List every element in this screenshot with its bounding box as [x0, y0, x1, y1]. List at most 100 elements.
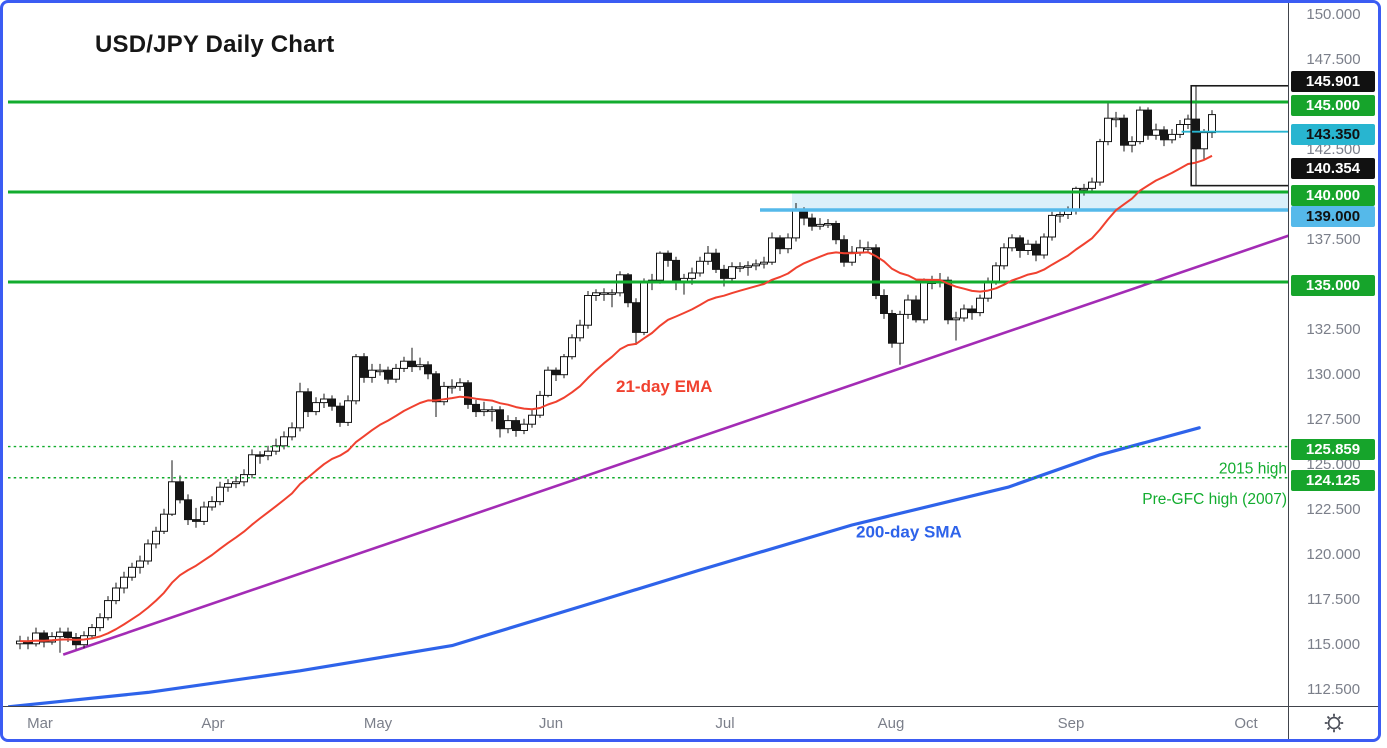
candle-body: [744, 265, 752, 268]
candle: [1136, 106, 1144, 145]
time-axis[interactable]: Mar Apr May Jun Jul Aug Sep Oct: [3, 706, 1295, 739]
time-tick-label-Apr: Apr: [201, 715, 225, 732]
candle-body: [408, 360, 416, 368]
candle-body: [1008, 237, 1016, 249]
candle-body: [176, 481, 184, 501]
chart-canvas[interactable]: 2015 high Pre-GFC high (2007) 21-day EMA 20…: [3, 3, 1381, 742]
candle-body: [88, 627, 96, 637]
candlestick-series[interactable]: [16, 85, 1216, 653]
candle: [664, 250, 672, 267]
time-tick-label-Sep: Sep: [1057, 715, 1085, 732]
candle: [72, 633, 80, 650]
candle-body: [480, 409, 488, 413]
candle: [1080, 183, 1088, 196]
candle-body: [296, 391, 304, 429]
axis-settings-gear-icon[interactable]: [1323, 712, 1345, 734]
candle: [640, 278, 648, 336]
candle-body: [440, 385, 448, 403]
candle: [1120, 114, 1128, 152]
candle-body: [808, 217, 816, 227]
candle: [368, 363, 376, 383]
candle: [216, 481, 224, 506]
candle-body: [880, 295, 888, 314]
candle-body: [424, 364, 432, 375]
supply-zone[interactable]: [792, 192, 1295, 210]
candle-body: [168, 481, 176, 515]
candle-body: [536, 394, 544, 416]
price-tick-label: 142.500: [1306, 141, 1361, 158]
sma-path[interactable]: [8, 426, 1201, 708]
candle-body: [384, 369, 392, 380]
candle-body: [888, 313, 896, 344]
candle: [488, 406, 496, 422]
candle: [16, 635, 24, 650]
candle: [136, 555, 144, 574]
candle: [376, 363, 384, 376]
candle-body: [872, 247, 880, 297]
candle: [176, 475, 184, 504]
candle: [256, 451, 264, 464]
candle-body: [800, 210, 808, 219]
candle-body: [448, 385, 456, 389]
candle: [824, 219, 832, 228]
candle-body: [280, 436, 288, 447]
candle: [344, 395, 352, 426]
candle: [224, 479, 232, 492]
candle-body: [920, 281, 928, 321]
candle-body: [160, 513, 168, 532]
trendline[interactable]: [62, 232, 1295, 656]
candle-body: [248, 454, 256, 476]
sma-line[interactable]: [8, 426, 1201, 708]
candle-body: [704, 252, 712, 262]
level-annotation: Pre-GFC high (2007): [1142, 491, 1287, 508]
candle: [1128, 136, 1136, 153]
candle-body: [1192, 118, 1200, 150]
candle: [432, 371, 440, 417]
candle-body: [752, 263, 760, 267]
candle-body: [272, 445, 280, 452]
candle-body: [72, 637, 80, 646]
candle: [408, 347, 416, 372]
candle: [416, 357, 424, 371]
time-tick-label-Aug: Aug: [877, 715, 905, 732]
price-tick-label: 147.500: [1306, 51, 1361, 68]
gear-spoke: [1326, 726, 1330, 731]
candle-body: [1112, 117, 1120, 121]
candle-body: [400, 360, 408, 369]
candle: [1208, 110, 1216, 138]
candle: [128, 562, 136, 581]
ema-line[interactable]: [19, 154, 1213, 643]
candle-body: [616, 274, 624, 294]
candle: [1056, 210, 1064, 223]
candle-body: [816, 223, 824, 227]
candle: [208, 496, 216, 511]
candle: [712, 248, 720, 273]
candle: [32, 627, 40, 647]
candle: [184, 494, 192, 525]
candle: [1096, 138, 1104, 186]
candle-body: [1120, 117, 1128, 146]
candle: [896, 310, 904, 365]
candle-body: [504, 420, 512, 430]
candle-body: [1016, 237, 1024, 251]
candle: [504, 415, 512, 434]
candle-body: [1040, 236, 1048, 256]
candle: [152, 526, 160, 549]
trendline-path[interactable]: [62, 232, 1295, 656]
candle-body: [320, 398, 328, 404]
candle: [568, 334, 576, 360]
candle-body: [976, 297, 984, 314]
candle: [48, 632, 56, 645]
price-tick-label: 117.500: [1306, 591, 1361, 608]
gear-spoke: [1337, 715, 1341, 720]
horizontal-levels[interactable]: [8, 100, 1295, 479]
candle-body: [368, 369, 376, 378]
candle: [1000, 243, 1008, 270]
ema-path[interactable]: [19, 154, 1213, 643]
price-axis[interactable]: 150.000 147.500 142.500 137.500 132.500 130.0…: [1288, 3, 1378, 710]
candle: [88, 624, 96, 640]
candle: [816, 218, 824, 230]
candle-body: [472, 403, 480, 413]
candle: [832, 220, 840, 245]
candle: [392, 363, 400, 383]
